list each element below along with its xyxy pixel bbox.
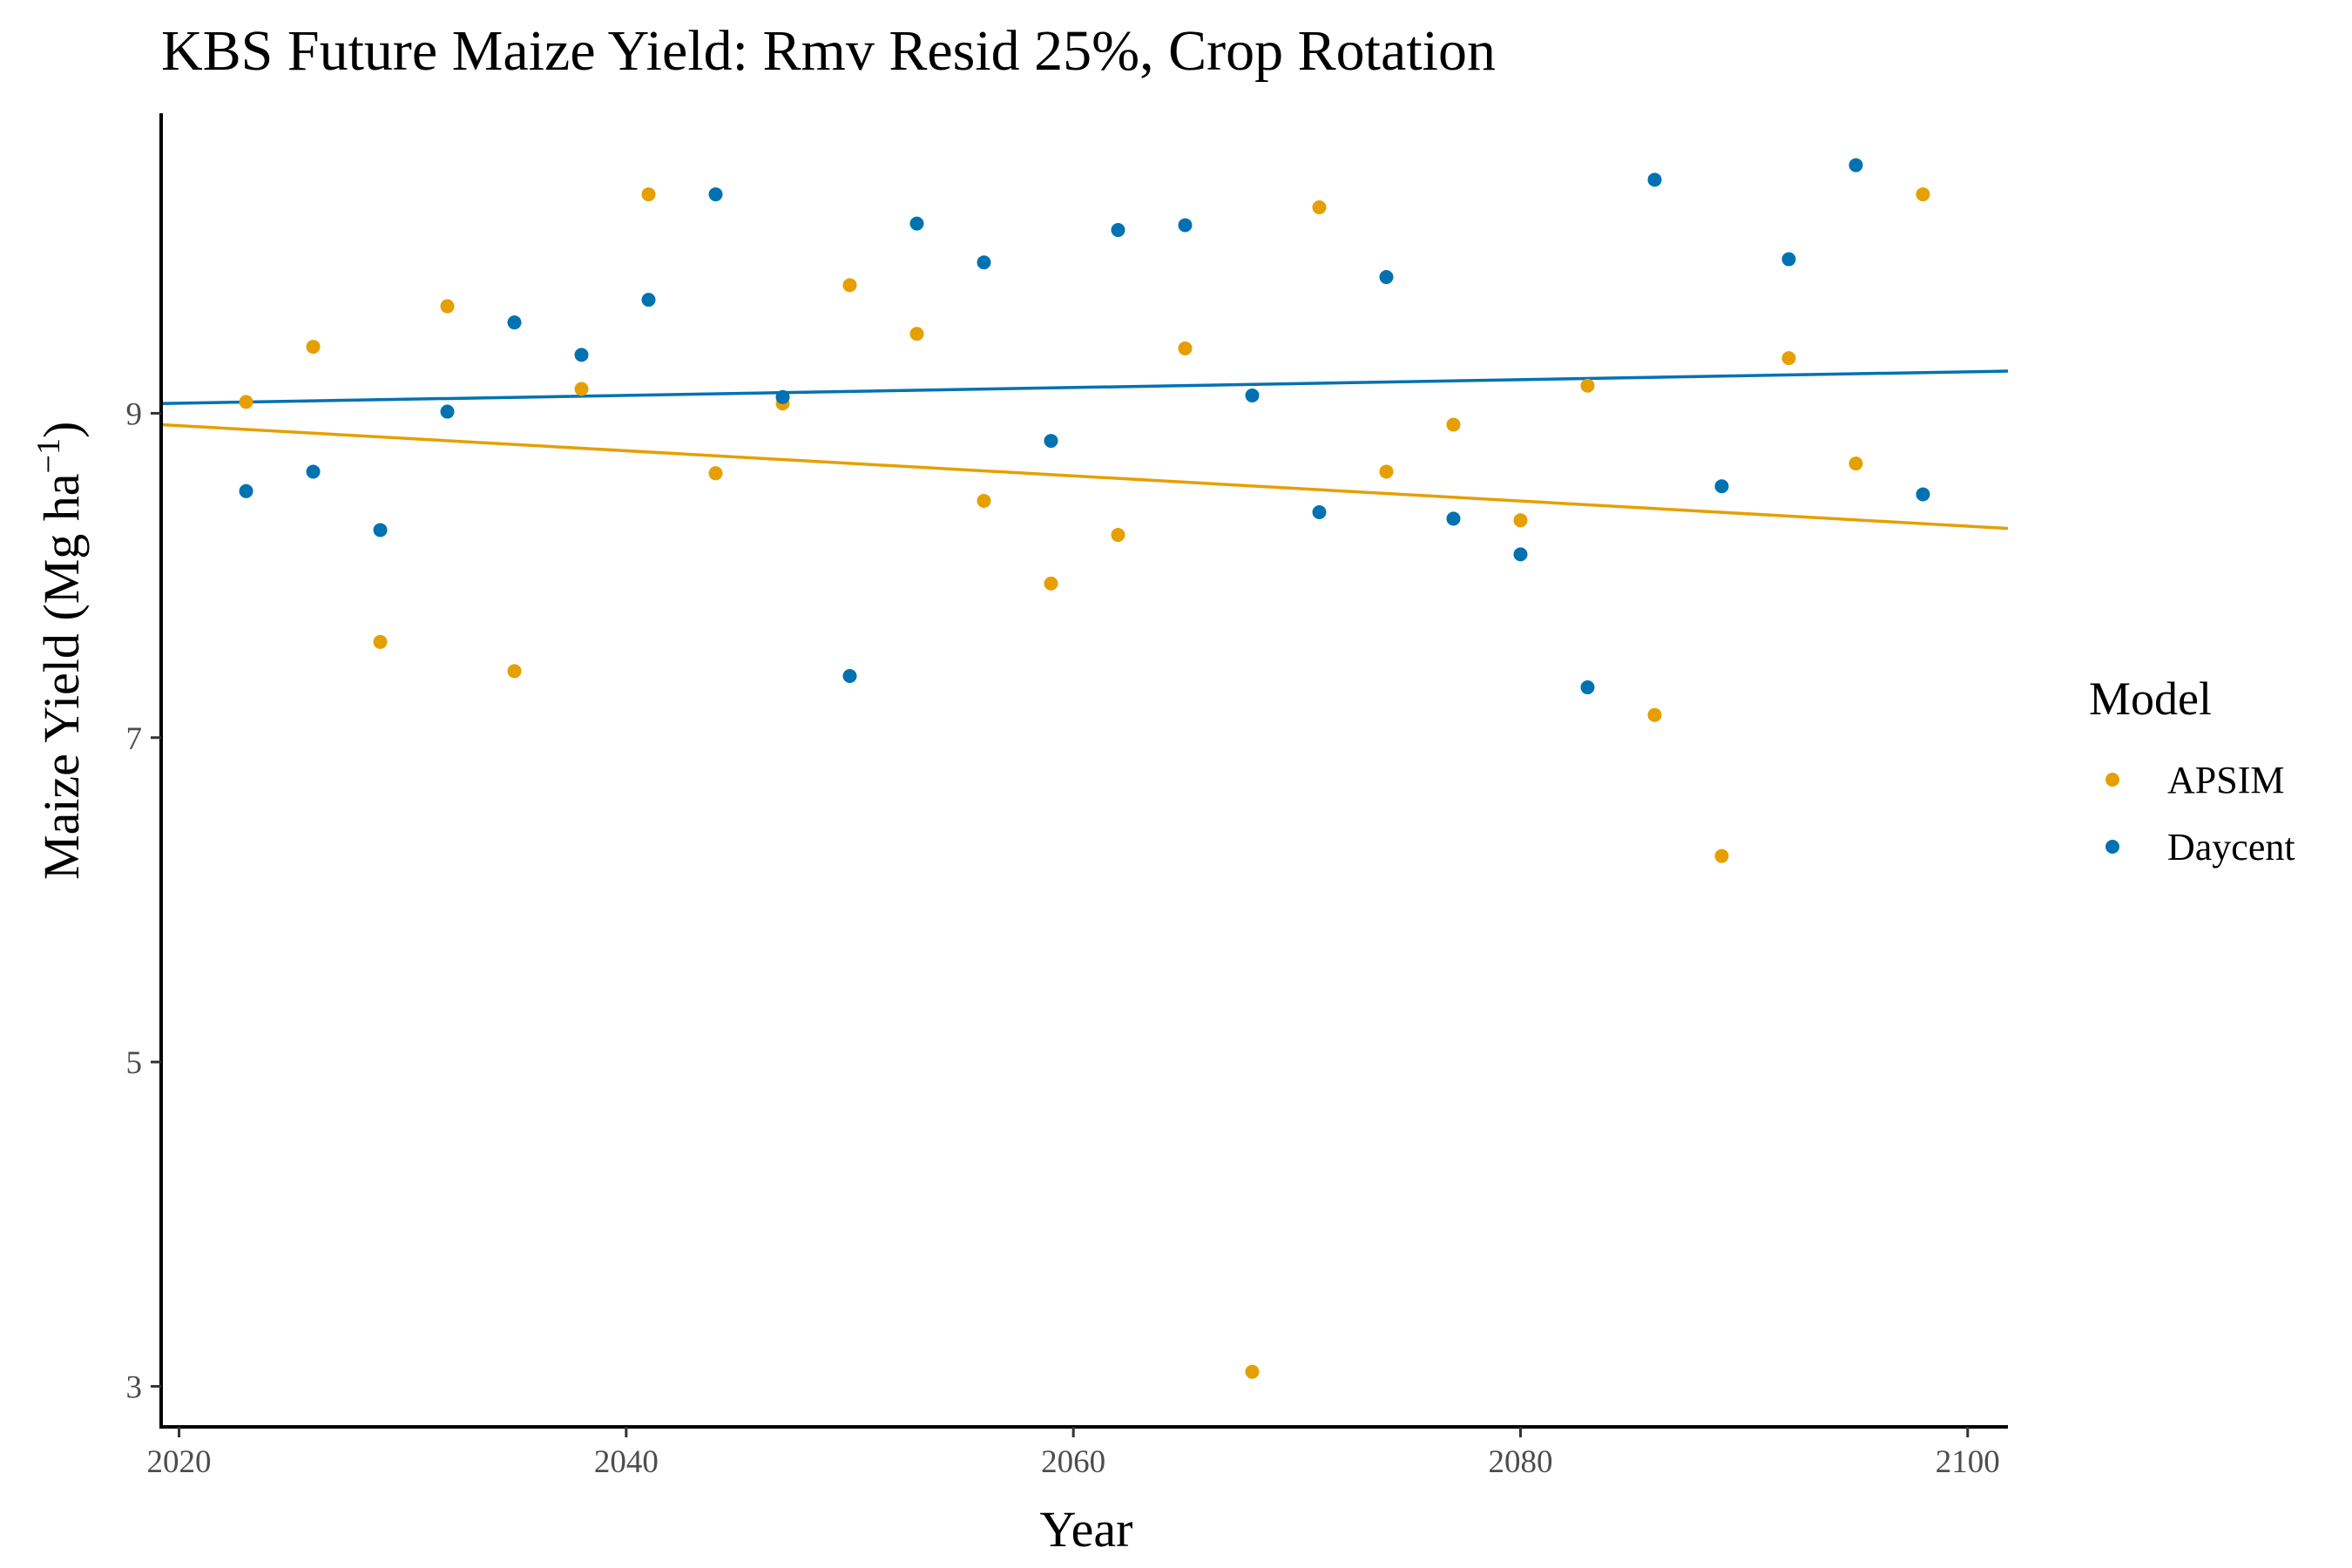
daycent-point: [1848, 158, 1863, 172]
apsim-point: [1111, 528, 1125, 543]
y-axis-title: Maize Yield (Mg ha−1): [30, 422, 90, 880]
daycent-point: [1312, 504, 1327, 519]
apsim-point: [1513, 513, 1528, 528]
trend-lines: [160, 369, 2009, 531]
apsim-point: [1714, 848, 1729, 863]
apsim-point: [1781, 351, 1796, 366]
apsim-point: [1446, 417, 1461, 432]
x-tick-label: 2060: [1041, 1444, 1105, 1480]
daycent-point: [909, 216, 924, 231]
apsim-point: [1245, 1364, 1260, 1379]
apsim-point: [842, 278, 857, 293]
daycent-point: [1178, 218, 1193, 233]
daycent-point: [1513, 547, 1528, 562]
legend-title: Model: [2089, 672, 2212, 725]
legend: Model APSIM Daycent: [2089, 672, 2295, 868]
legend-key-daycent: [2105, 840, 2119, 854]
apsim-point: [1647, 707, 1662, 722]
chart-title: KBS Future Maize Yield: Rmv Resid 25%, C…: [161, 19, 1496, 83]
daycent-point: [641, 293, 656, 308]
apsim-point: [708, 466, 723, 481]
daycent-point: [373, 523, 388, 537]
daycent-point: [306, 464, 321, 479]
y-axis-title-superscript: −1: [30, 438, 67, 473]
apsim-point: [909, 327, 924, 341]
apsim-point: [440, 299, 455, 314]
apsim-point: [239, 395, 253, 409]
daycent-point: [1781, 252, 1796, 267]
apsim-point: [1379, 464, 1394, 479]
apsim-point: [1044, 576, 1058, 591]
daycent-point: [239, 483, 253, 498]
apsim-point: [507, 664, 522, 679]
daycent-point: [440, 404, 455, 419]
x-axis-title: Year: [1040, 1501, 1133, 1558]
daycent-point: [842, 669, 857, 684]
apsim-point: [1580, 378, 1595, 393]
data-points: [239, 158, 1930, 1379]
daycent-point: [1379, 270, 1394, 285]
legend-label-daycent: Daycent: [2167, 826, 2295, 868]
daycent-point: [977, 255, 991, 270]
daycent-point: [1446, 511, 1461, 526]
apsim-point: [1312, 199, 1327, 214]
legend-label-apsim: APSIM: [2167, 759, 2285, 801]
x-tick-label: 2080: [1488, 1444, 1552, 1480]
daycent-point: [1647, 172, 1662, 187]
x-tick-label: 2020: [147, 1444, 212, 1480]
legend-key-apsim: [2105, 773, 2119, 787]
y-axis-title-close: ): [33, 422, 90, 438]
apsim-point: [1916, 187, 1930, 202]
y-tick-label: 9: [126, 396, 143, 432]
daycent-point: [574, 348, 589, 362]
daycent-point: [1714, 479, 1729, 494]
apsim-point: [574, 382, 589, 396]
daycent-point: [1044, 434, 1058, 449]
y-tick-label: 3: [126, 1369, 143, 1405]
daycent-point: [507, 315, 522, 330]
y-tick-label: 7: [126, 721, 143, 757]
daycent-point: [775, 389, 790, 404]
daycent-point: [1916, 487, 1930, 502]
apsim-point: [641, 187, 656, 202]
apsim-point: [306, 340, 321, 355]
apsim-point: [1178, 341, 1193, 355]
y-tick-label: 5: [126, 1045, 143, 1081]
apsim-point: [977, 493, 991, 508]
apsim-trend-line: [160, 422, 2009, 531]
daycent-point: [1111, 223, 1125, 238]
x-axis-ticks: 2020 2040 2060 2080 2100: [147, 1427, 2000, 1480]
apsim-point: [373, 634, 388, 649]
y-axis-ticks: 3 5 7 9: [126, 396, 161, 1405]
daycent-trend-line: [160, 369, 2009, 405]
x-tick-label: 2040: [594, 1444, 659, 1480]
daycent-point: [708, 187, 723, 202]
y-axis-title-main: Maize Yield (Mg ha: [33, 473, 90, 880]
x-tick-label: 2100: [1936, 1444, 2000, 1480]
daycent-point: [1580, 680, 1595, 695]
legend-items: APSIM Daycent: [2105, 759, 2295, 868]
daycent-point: [1245, 388, 1260, 402]
plot-area: [160, 158, 2009, 1379]
apsim-point: [1848, 456, 1863, 471]
